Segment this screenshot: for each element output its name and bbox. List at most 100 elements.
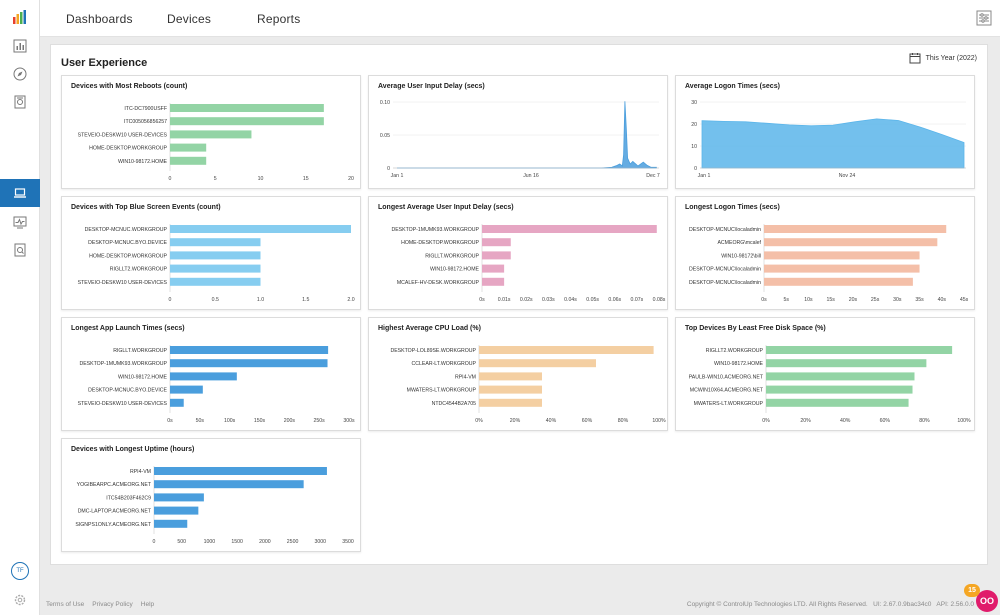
chart-tick-label: 100% [957, 418, 971, 424]
chart-tick-label: 1.5 [302, 297, 309, 303]
notification-widget[interactable]: OO 15 [964, 584, 1000, 615]
chart-tick-label: 2000 [259, 539, 271, 545]
chart-category-label: DESKTOP-MCNUC\localadmin [689, 227, 761, 233]
chart-bar[interactable] [154, 467, 327, 475]
chart-category-label: DESKTOP-MCNUC\localadmin [689, 267, 761, 273]
chart-category-label: HOME-DESKTOP.WORKGROUP [89, 146, 167, 152]
avatar[interactable]: TF [11, 562, 29, 580]
document-search-icon[interactable] [0, 237, 40, 263]
chart-category-label: RPI4-VM [455, 374, 476, 380]
chart-card-input-delay[interactable]: Average User Input Delay (secs) 0 0.05 0.10… [368, 75, 668, 189]
chart-card-reboots[interactable]: Devices with Most Reboots (count) ITC-DC7… [61, 75, 361, 189]
chart-area-series[interactable] [397, 101, 657, 169]
compass-icon[interactable] [0, 61, 40, 87]
chart-bar[interactable] [154, 506, 199, 515]
nav-devices[interactable]: Devices [167, 12, 212, 26]
chart-bar[interactable] [170, 346, 329, 354]
chart-x-tick: Nov 24 [839, 173, 856, 179]
chart-bar[interactable] [479, 398, 542, 407]
date-range-selector[interactable]: This Year (2022) [909, 52, 977, 64]
chart-bar[interactable] [482, 264, 505, 273]
chart-title: Devices with Longest Uptime (hours) [71, 446, 195, 453]
chart-bar[interactable] [170, 277, 261, 286]
chart-card-cpu-load[interactable]: Highest Average CPU Load (%) DESKTOP-LOL8… [368, 317, 668, 431]
chart-bar[interactable] [170, 398, 184, 407]
chart-bar[interactable] [170, 130, 252, 139]
chart-bar[interactable] [170, 238, 261, 247]
chart-bar[interactable] [482, 238, 511, 247]
chart-tick-label: 20s [849, 297, 858, 303]
chart-tick-label: 0% [762, 418, 770, 424]
chart-bar[interactable] [766, 398, 909, 407]
terms-link[interactable]: Terms of Use [46, 601, 85, 608]
chart-category-label: HOME-DESKTOP.WORKGROUP [401, 240, 479, 246]
gear-icon[interactable] [0, 587, 40, 613]
chart-y-tick: 0 [387, 166, 390, 172]
chart-category-label: MCALEF-HV-DESK.WORKGROUP [397, 280, 480, 286]
controlup-logo-icon[interactable] [0, 4, 40, 30]
chart-card-free-disk[interactable]: Top Devices By Least Free Disk Space (%)… [675, 317, 975, 431]
chart-bar[interactable] [170, 143, 207, 152]
chart-bar[interactable] [764, 251, 920, 260]
chart-svg: DESKTOP-LOL89SE.WORKGROUP CCLEAR-LT.WORKG… [390, 345, 666, 424]
chart-bar[interactable] [154, 519, 188, 528]
chart-tick-label: 35s [915, 297, 924, 303]
chart-bar[interactable] [482, 225, 657, 233]
chart-bar[interactable] [764, 238, 938, 247]
chart-card-app-launch[interactable]: Longest App Launch Times (secs) RIGLLT.WO… [61, 317, 361, 431]
chart-bar[interactable] [766, 346, 953, 354]
privacy-link[interactable]: Privacy Policy [92, 601, 133, 608]
chart-bar[interactable] [170, 117, 324, 126]
chart-bar[interactable] [170, 385, 203, 394]
chart-bar[interactable] [170, 104, 324, 112]
nav-dashboards[interactable]: Dashboards [66, 12, 133, 26]
settings-panel-icon[interactable] [976, 10, 992, 26]
chart-bar[interactable] [766, 359, 927, 368]
chart-bar[interactable] [482, 277, 505, 286]
chart-tick-label: 100s [224, 418, 236, 424]
chart-card-longest-logon[interactable]: Longest Logon Times (secs) DESKTOP-MCNUC\… [675, 196, 975, 310]
chart-tick-label: 0.07s [631, 297, 644, 303]
monitor-activity-icon[interactable] [0, 209, 40, 235]
chart-bar[interactable] [154, 493, 204, 502]
chart-bar[interactable] [170, 372, 237, 381]
chart-category-label: WIN10-98172.HOME [118, 159, 168, 165]
chart-bar[interactable] [170, 264, 261, 273]
chart-card-uptime[interactable]: Devices with Longest Uptime (hours) RPI4-… [61, 438, 361, 552]
chart-bar[interactable] [766, 385, 913, 394]
chart-y-tick: 10 [691, 144, 697, 150]
chart-bar[interactable] [764, 264, 920, 273]
chart-bar[interactable] [479, 359, 596, 368]
nav-reports[interactable]: Reports [257, 12, 301, 26]
chart-bar[interactable] [154, 480, 304, 489]
chart-category-label: MWATERS-LT.WORKGROUP [694, 401, 764, 407]
chart-bar[interactable] [479, 385, 542, 394]
chart-tick-label: 300s [343, 418, 355, 424]
report-icon[interactable] [0, 89, 40, 115]
bar-chart-icon[interactable] [0, 33, 40, 59]
laptop-icon[interactable] [0, 179, 40, 207]
chart-bar[interactable] [764, 225, 947, 233]
avatar-initials: TF [16, 568, 24, 574]
chart-tick-label: 0.5 [212, 297, 219, 303]
chart-bar[interactable] [764, 277, 913, 286]
top-bar: Dashboards Devices Reports [40, 0, 1000, 37]
chart-bar[interactable] [479, 346, 654, 354]
chart-card-bsod[interactable]: Devices with Top Blue Screen Events (cou… [61, 196, 361, 310]
chart-bar[interactable] [482, 251, 511, 260]
chart-bar[interactable] [766, 372, 915, 381]
chart-card-longest-input-delay[interactable]: Longest Average User Input Delay (secs) D… [368, 196, 668, 310]
chart-bar[interactable] [170, 225, 351, 233]
chart-bar[interactable] [170, 359, 328, 368]
chart-tick-label: 250s [314, 418, 326, 424]
chart-tick-label: 100% [652, 418, 666, 424]
help-link[interactable]: Help [140, 601, 155, 608]
chart-tick-label: 0.04s [564, 297, 577, 303]
chart-card-logon-avg[interactable]: Average Logon Times (secs) 0 10 20 30 Jan 1 No… [675, 75, 975, 189]
chart-bar[interactable] [479, 372, 542, 381]
chart-bar[interactable] [170, 156, 207, 165]
chart-tick-label: 1000 [204, 539, 216, 545]
chart-bar[interactable] [170, 251, 261, 260]
chart-area-series[interactable] [701, 118, 965, 169]
notification-count-badge: 15 [964, 584, 980, 597]
